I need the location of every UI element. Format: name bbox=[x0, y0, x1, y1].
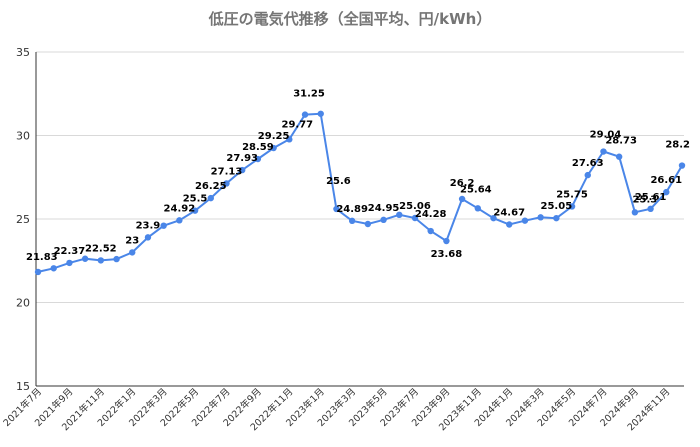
data-point bbox=[223, 180, 230, 187]
data-label: 28.59 bbox=[242, 142, 274, 153]
y-tick-label: 30 bbox=[16, 130, 30, 143]
series-line bbox=[37, 112, 683, 273]
data-label: 26.25 bbox=[195, 181, 227, 192]
data-label: 23 bbox=[125, 235, 139, 246]
data-label: 23.9 bbox=[136, 220, 161, 231]
data-point bbox=[207, 194, 214, 202]
y-tick-label: 35 bbox=[16, 46, 30, 59]
data-label: 29.04 bbox=[590, 130, 622, 141]
data-point bbox=[129, 249, 136, 256]
data-label: 22.37 bbox=[54, 246, 86, 257]
data-point bbox=[50, 265, 57, 272]
data-label: 29.77 bbox=[281, 119, 313, 130]
data-point bbox=[663, 188, 670, 196]
data-point bbox=[600, 148, 607, 155]
data-label: 25.64 bbox=[460, 184, 492, 195]
data-point bbox=[647, 205, 654, 213]
data-label: 25.61 bbox=[635, 192, 667, 203]
data-point bbox=[333, 205, 340, 213]
data-point bbox=[34, 268, 42, 276]
data-point bbox=[490, 214, 497, 222]
data-label: 21.83 bbox=[26, 252, 58, 263]
data-label: 24.92 bbox=[164, 203, 196, 214]
data-point bbox=[113, 255, 120, 263]
data-point bbox=[176, 217, 183, 224]
data-label: 28.73 bbox=[605, 136, 637, 147]
data-point bbox=[348, 217, 356, 225]
data-point bbox=[396, 211, 403, 219]
data-label: 24.28 bbox=[415, 209, 447, 220]
data-label: 22.52 bbox=[85, 243, 117, 254]
data-label: 26.2 bbox=[450, 178, 475, 189]
data-label: 25.5 bbox=[183, 194, 208, 205]
data-label: 25.06 bbox=[399, 201, 431, 212]
data-label: 31.25 bbox=[293, 89, 325, 100]
data-point bbox=[97, 257, 105, 264]
data-label: 25.75 bbox=[556, 189, 588, 200]
data-point bbox=[191, 207, 199, 214]
data-label: 27.13 bbox=[211, 166, 243, 177]
data-point bbox=[458, 195, 466, 203]
data-point bbox=[678, 162, 686, 169]
data-point bbox=[631, 209, 639, 216]
data-label: 28.2 bbox=[665, 140, 690, 151]
data-point bbox=[301, 111, 309, 118]
data-label: 25.6 bbox=[326, 176, 351, 187]
y-tick-label: 20 bbox=[16, 297, 30, 310]
data-point bbox=[427, 227, 434, 235]
data-point bbox=[364, 220, 372, 228]
data-point bbox=[506, 221, 513, 228]
data-label: 27.93 bbox=[226, 153, 258, 164]
data-point bbox=[66, 259, 73, 267]
data-label: 27.63 bbox=[572, 158, 604, 169]
data-point bbox=[521, 217, 529, 224]
data-label: 24.95 bbox=[368, 203, 400, 214]
data-point bbox=[254, 155, 262, 163]
data-label: 24.67 bbox=[493, 208, 525, 219]
data-point bbox=[568, 203, 576, 210]
data-label: 26.61 bbox=[650, 175, 682, 186]
data-label: 25.05 bbox=[541, 201, 573, 212]
data-point bbox=[553, 214, 560, 222]
y-tick-label: 15 bbox=[16, 380, 30, 393]
data-point bbox=[584, 171, 591, 179]
chart-title: 低圧の電気代推移（全国平均、円/kWh） bbox=[208, 10, 492, 28]
data-label: 24.89 bbox=[336, 204, 368, 215]
data-label: 25.3 bbox=[633, 194, 658, 205]
data-label: 29.25 bbox=[258, 131, 290, 142]
data-point bbox=[443, 237, 450, 245]
data-point bbox=[317, 110, 324, 117]
data-point bbox=[270, 144, 277, 152]
y-tick-label: 25 bbox=[16, 213, 30, 226]
data-point bbox=[286, 136, 293, 143]
data-point bbox=[411, 214, 419, 222]
data-point bbox=[537, 214, 544, 221]
data-point bbox=[144, 234, 152, 241]
data-point bbox=[81, 255, 89, 262]
data-point bbox=[380, 216, 387, 224]
data-point bbox=[238, 166, 246, 174]
data-label: 23.68 bbox=[431, 249, 463, 260]
data-point bbox=[474, 205, 482, 212]
data-point bbox=[160, 222, 167, 229]
data-point bbox=[615, 153, 623, 160]
